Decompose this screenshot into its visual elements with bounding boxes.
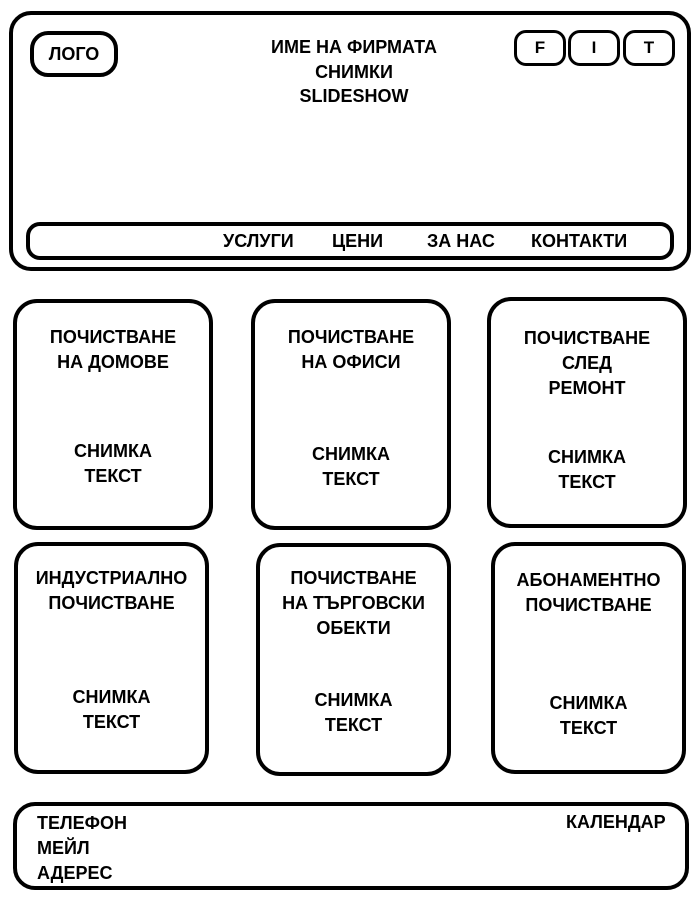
service-card-homes[interactable]: ПОЧИСТВАНЕ НА ДОМОВЕ СНИМКА ТЕКСТ (13, 299, 213, 530)
card-title: ИНДУСТРИАЛНО ПОЧИСТВАНЕ (35, 568, 188, 613)
photos-label: СНИМКИ (315, 61, 393, 82)
card-body: СНИМКА ТЕКСТ (74, 441, 152, 486)
nav-item-contacts[interactable]: КОНТАКТИ (531, 231, 628, 251)
service-card-retail[interactable]: ПОЧИСТВАНЕ НА ТЪРГОВСКИ ОБЕКТИ СНИМКА ТЕ… (256, 543, 451, 776)
footer-section (13, 802, 689, 890)
footer-contact-info: ТЕЛЕФОН МЕЙЛ АДЕРЕС (37, 811, 127, 886)
social-button-t[interactable]: T (623, 30, 675, 66)
card-title: АБОНАМЕНТНО ПОЧИСТВАНЕ (516, 570, 661, 615)
service-card-after-renovation[interactable]: ПОЧИСТВАНЕ СЛЕД РЕМОНТ СНИМКА ТЕКСТ (487, 297, 687, 528)
card-title: ПОЧИСТВАНЕ НА ТЪРГОВСКИ ОБЕКТИ (282, 568, 425, 638)
header-titles: ИМЕ НА ФИРМАТА СНИМКИ SLIDESHOW (229, 35, 479, 109)
footer-calendar[interactable]: КАЛЕНДАР (566, 812, 666, 832)
service-card-industrial[interactable]: ИНДУСТРИАЛНО ПОЧИСТВАНЕ СНИМКА ТЕКСТ (14, 542, 209, 774)
card-body: СНИМКА ТЕКСТ (72, 687, 151, 732)
card-body: СНИМКА ТЕКСТ (548, 447, 626, 492)
card-title: ПОЧИСТВАНЕ НА ДОМОВЕ (49, 327, 177, 372)
card-body: СНИМКА ТЕКСТ (314, 690, 393, 735)
card-title: ПОЧИСТВАНЕ НА ОФИСИ (287, 327, 415, 372)
card-body: СНИМКА ТЕКСТ (312, 444, 390, 489)
nav-item-about[interactable]: ЗА НАС (427, 231, 495, 251)
company-name: ИМЕ НА ФИРМАТА (271, 37, 437, 57)
service-card-offices[interactable]: ПОЧИСТВАНЕ НА ОФИСИ СНИМКА ТЕКСТ (251, 299, 451, 530)
social-label-f: F (534, 38, 546, 57)
nav-item-services[interactable]: УСЛУГИ (223, 231, 294, 251)
social-label-t: T (643, 38, 655, 57)
social-button-i[interactable]: I (568, 30, 620, 66)
nav-bar (26, 222, 674, 260)
footer-phone[interactable]: ТЕЛЕФОН (37, 813, 127, 833)
nav-item-prices[interactable]: ЦЕНИ (332, 231, 384, 251)
logo-label: ЛОГО (48, 43, 100, 64)
social-button-f[interactable]: F (514, 30, 566, 66)
footer-address[interactable]: АДЕРЕС (37, 863, 113, 883)
logo[interactable]: ЛОГО (30, 31, 118, 77)
footer-email[interactable]: МЕЙЛ (37, 838, 90, 858)
slideshow-label: SLIDESHOW (299, 86, 409, 106)
card-title: ПОЧИСТВАНЕ СЛЕД РЕМОНТ (523, 328, 651, 398)
social-label-i: I (591, 38, 597, 57)
service-card-subscription[interactable]: АБОНАМЕНТНО ПОЧИСТВАНЕ СНИМКА ТЕКСТ (491, 542, 686, 774)
card-body: СНИМКА ТЕКСТ (549, 693, 628, 738)
